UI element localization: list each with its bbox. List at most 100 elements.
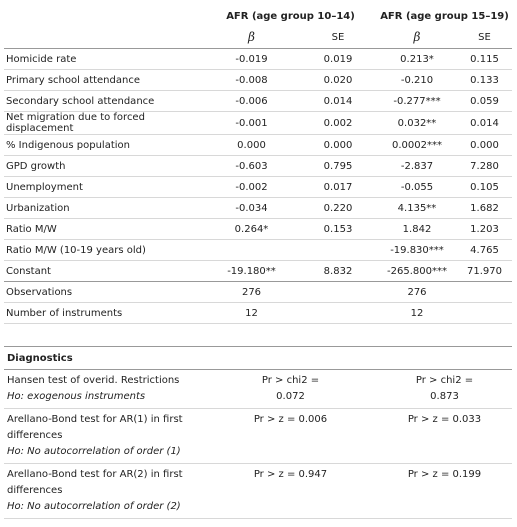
test-row: Arellano-Bond test for AR(1) in first di… bbox=[4, 408, 512, 464]
empty-cell bbox=[299, 281, 377, 303]
cell: 0.153 bbox=[299, 218, 377, 240]
test-label: Arellano-Bond test for AR(2) in first di… bbox=[4, 463, 204, 519]
diagnostics-title-row: Diagnostics bbox=[4, 346, 512, 370]
cell: -0.001 bbox=[204, 111, 299, 135]
cell: 0.115 bbox=[457, 48, 512, 70]
cell: 4.135** bbox=[377, 197, 457, 219]
cell: -0.210 bbox=[377, 69, 457, 91]
row-label: Primary school attendance bbox=[4, 69, 204, 91]
cell: 276 bbox=[204, 281, 299, 303]
cell: 1.682 bbox=[457, 197, 512, 219]
row: Secondary school attendance -0.006 0.014 -0… bbox=[4, 90, 512, 112]
row-label: Constant bbox=[4, 260, 204, 282]
test-name: Arellano-Bond test for AR(1) in first di… bbox=[7, 414, 183, 441]
test-cell: Pr > z = 0.033 bbox=[377, 408, 512, 464]
test-cell: Pr > chi2 = 0.873 bbox=[377, 369, 512, 409]
cell: 12 bbox=[377, 302, 457, 324]
cell: -0.002 bbox=[204, 176, 299, 198]
subheader: SE bbox=[299, 26, 377, 49]
cell: 0.032** bbox=[377, 111, 457, 135]
test-name: Arellano-Bond test for AR(2) in first di… bbox=[7, 469, 183, 496]
cell: 0.014 bbox=[299, 90, 377, 112]
row-label: Unemployment bbox=[4, 176, 204, 198]
corner bbox=[4, 26, 204, 49]
cell: -265.800*** bbox=[377, 260, 457, 282]
row: Net migration due to forced displacement… bbox=[4, 111, 512, 135]
cell: -19.830*** bbox=[377, 239, 457, 261]
test-value: Pr > z = 0.199 bbox=[407, 469, 482, 480]
cell: 7.280 bbox=[457, 155, 512, 177]
cell: 0.019 bbox=[299, 48, 377, 70]
row-label: % Indigenous population bbox=[4, 134, 204, 156]
row-label: Observations bbox=[4, 281, 204, 303]
test-row: Arellano-Bond test for AR(2) in first di… bbox=[4, 463, 512, 519]
row: Primary school attendance -0.008 0.020 -0.2… bbox=[4, 69, 512, 91]
test-row: Hansen test of overid. Restrictions Ho: e… bbox=[4, 369, 512, 409]
test-hypothesis: Ho: No autocorrelation of order (2) bbox=[7, 501, 181, 512]
cell: 12 bbox=[204, 302, 299, 324]
row-label: GPD growth bbox=[4, 155, 204, 177]
group-header: AFR (age group 10–14) bbox=[226, 10, 355, 22]
cell: 0.014 bbox=[457, 111, 512, 135]
table-body: Homicide rate -0.019 0.019 0.213* 0.115 Prima… bbox=[4, 48, 512, 519]
test-label: Arellano-Bond test for AR(1) in first di… bbox=[4, 408, 204, 464]
row: Constant -19.180** 8.832 -265.800*** 71.970 bbox=[4, 260, 512, 282]
diagnostics-title: Diagnostics bbox=[4, 346, 512, 370]
empty-cell bbox=[457, 302, 512, 324]
test-value: Pr > chi2 = 0.072 bbox=[261, 375, 320, 402]
empty-cell bbox=[299, 239, 377, 261]
cell: 0.000 bbox=[204, 134, 299, 156]
cell: 0.213* bbox=[377, 48, 457, 70]
row: % Indigenous population 0.000 0.000 0.0002*… bbox=[4, 134, 512, 156]
test-cell: Pr > z = 0.006 bbox=[204, 408, 377, 464]
cell: 0.795 bbox=[299, 155, 377, 177]
spacer bbox=[4, 323, 512, 347]
cell: -0.034 bbox=[204, 197, 299, 219]
cell: 0.105 bbox=[457, 176, 512, 198]
cell: 4.765 bbox=[457, 239, 512, 261]
subheader: SE bbox=[457, 26, 512, 49]
cell: 0.000 bbox=[299, 134, 377, 156]
test-cell: Pr > z = 0.199 bbox=[377, 463, 512, 519]
test-value: Pr > z = 0.947 bbox=[253, 469, 328, 480]
cell: -0.006 bbox=[204, 90, 299, 112]
subheader: β bbox=[204, 26, 299, 49]
cell: -0.008 bbox=[204, 69, 299, 91]
regression-table: AFR (age group 10–14) AFR (age group 15–… bbox=[4, 6, 512, 519]
empty-cell bbox=[457, 281, 512, 303]
cell: -19.180** bbox=[204, 260, 299, 282]
row-label: Urbanization bbox=[4, 197, 204, 219]
cell: 0.017 bbox=[299, 176, 377, 198]
row-label: Ratio M/W bbox=[4, 218, 204, 240]
cell: 0.020 bbox=[299, 69, 377, 91]
row-label: Ratio M/W (10-19 years old) bbox=[4, 239, 204, 261]
cell: 0.220 bbox=[299, 197, 377, 219]
test-hypothesis: Ho: No autocorrelation of order (1) bbox=[7, 446, 181, 457]
row-label: Homicide rate bbox=[4, 48, 204, 70]
row: Ratio M/W 0.264* 0.153 1.842 1.203 bbox=[4, 218, 512, 240]
test-cell: Pr > chi2 = 0.072 bbox=[204, 369, 377, 409]
cell: 71.970 bbox=[457, 260, 512, 282]
empty-cell bbox=[204, 239, 299, 261]
cell: 0.0002*** bbox=[377, 134, 457, 156]
summary-row: Number of instruments 12 12 bbox=[4, 302, 512, 324]
row-label: Number of instruments bbox=[4, 302, 204, 324]
corner bbox=[4, 6, 204, 26]
test-cell: Pr > z = 0.947 bbox=[204, 463, 377, 519]
subheader: β bbox=[377, 26, 457, 49]
row: Unemployment -0.002 0.017 -0.055 0.105 bbox=[4, 176, 512, 198]
group-header: AFR (age group 15–19) bbox=[380, 10, 509, 22]
cell: 0.000 bbox=[457, 134, 512, 156]
cell: 0.059 bbox=[457, 90, 512, 112]
row-label: Secondary school attendance bbox=[4, 90, 204, 112]
row: Ratio M/W (10-19 years old) -19.830*** 4.7… bbox=[4, 239, 512, 261]
row: Homicide rate -0.019 0.019 0.213* 0.115 bbox=[4, 48, 512, 70]
cell: 1.203 bbox=[457, 218, 512, 240]
test-label: Hansen test of overid. Restrictions Ho: e… bbox=[4, 369, 204, 409]
summary-row: Observations 276 276 bbox=[4, 281, 512, 303]
cell: 0.133 bbox=[457, 69, 512, 91]
row: GPD growth -0.603 0.795 -2.837 7.280 bbox=[4, 155, 512, 177]
cell: -0.603 bbox=[204, 155, 299, 177]
spacer-cell bbox=[4, 323, 512, 347]
